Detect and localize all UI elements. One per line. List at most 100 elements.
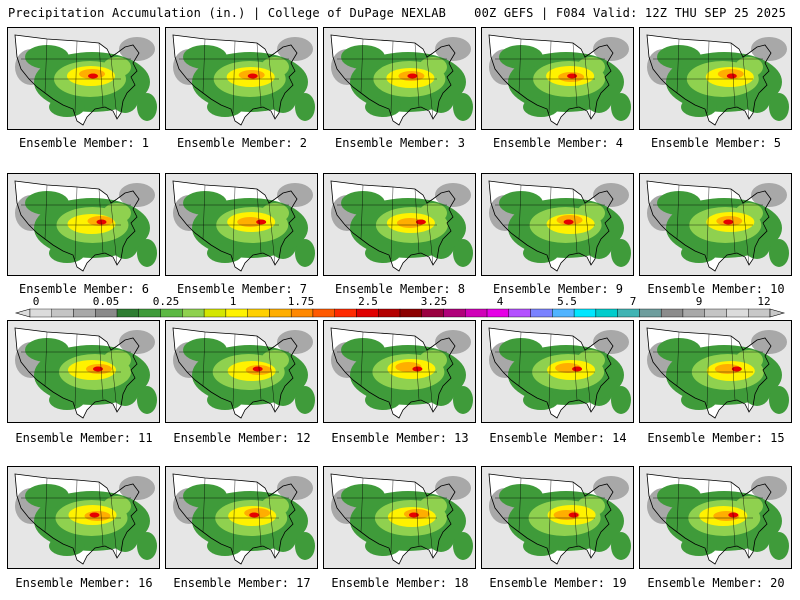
state-borders bbox=[337, 38, 447, 120]
colorbar-segment bbox=[356, 308, 379, 318]
panel-frame bbox=[7, 173, 160, 276]
very-heavy-precip bbox=[396, 218, 423, 228]
state-border-line bbox=[268, 56, 276, 120]
precip-field bbox=[15, 330, 157, 414]
ensemble-member-panel bbox=[481, 173, 634, 276]
coastline-border bbox=[14, 327, 140, 419]
state-border-line bbox=[584, 202, 592, 266]
state-border-line bbox=[742, 202, 750, 266]
state-border-line bbox=[706, 40, 710, 114]
state-border-line bbox=[232, 479, 236, 553]
precip-map bbox=[7, 320, 160, 423]
trace-precip bbox=[751, 476, 787, 500]
member-caption: Ensemble Member: 1 bbox=[18, 136, 150, 150]
trace-precip bbox=[435, 330, 471, 354]
ensemble-member-panel bbox=[639, 320, 792, 423]
state-border-line bbox=[44, 331, 48, 387]
colorbar-segment bbox=[552, 308, 575, 318]
light-precip bbox=[453, 386, 473, 414]
colorbar-segment bbox=[29, 308, 52, 318]
precip-map bbox=[165, 320, 318, 423]
colorbar-segment bbox=[95, 308, 118, 318]
state-border-line bbox=[390, 40, 394, 114]
precip-map bbox=[323, 320, 476, 423]
colorbar-tick-label: 3.25 bbox=[421, 295, 448, 308]
light-precip bbox=[769, 386, 789, 414]
state-border-line bbox=[414, 42, 420, 108]
state-border-line bbox=[232, 186, 236, 260]
precip-map bbox=[481, 466, 634, 569]
state-border-line bbox=[202, 38, 206, 94]
light-precip bbox=[25, 484, 69, 508]
state-border-line bbox=[256, 42, 262, 108]
colorbar-graphic: 0 0.05 0.25 1 1.75 2.5 3.25 4 5.5 7 9 12 bbox=[14, 295, 786, 318]
state-border-line bbox=[44, 38, 48, 94]
state-border-line bbox=[548, 479, 552, 553]
state-border-line bbox=[98, 481, 104, 547]
state-border-line bbox=[676, 477, 680, 533]
state-border-line bbox=[572, 335, 578, 401]
colorbar-segment bbox=[312, 308, 335, 318]
trace-precip bbox=[119, 476, 155, 500]
trace-precip bbox=[751, 330, 787, 354]
colorbar-tick-label: 9 bbox=[696, 295, 703, 308]
ensemble-member-panel bbox=[165, 466, 318, 569]
extreme-precip bbox=[572, 366, 583, 372]
coastline-border bbox=[172, 180, 298, 272]
light-precip bbox=[499, 484, 543, 508]
state-border-line bbox=[584, 495, 592, 559]
extreme-precip bbox=[412, 366, 423, 372]
colorbar-tick-label: 4 bbox=[497, 295, 504, 308]
member-caption: Ensemble Member: 17 bbox=[173, 576, 311, 590]
colorbar-segment bbox=[726, 308, 749, 318]
light-precip bbox=[183, 484, 227, 508]
state-border-line bbox=[548, 333, 552, 407]
trace-precip bbox=[593, 183, 629, 207]
state-border-line bbox=[548, 186, 552, 260]
state-border-line bbox=[730, 42, 736, 108]
colorbar-segment bbox=[508, 308, 531, 318]
trace-precip bbox=[435, 476, 471, 500]
panel-frame bbox=[481, 27, 634, 130]
colorbar-segment bbox=[290, 308, 314, 318]
member-caption: Ensemble Member: 20 bbox=[647, 576, 785, 590]
member-caption: Ensemble Member: 18 bbox=[331, 576, 469, 590]
light-precip bbox=[25, 191, 69, 215]
state-borders bbox=[495, 184, 605, 266]
light-precip bbox=[657, 338, 701, 362]
state-border-line bbox=[518, 184, 522, 240]
light-precip bbox=[341, 191, 385, 215]
colorbar-segment bbox=[247, 308, 270, 318]
ensemble-member-panel bbox=[323, 466, 476, 569]
coastline-border bbox=[330, 34, 456, 126]
member-caption: Ensemble Member: 10 bbox=[647, 282, 785, 296]
extreme-precip bbox=[723, 219, 734, 225]
precip-map bbox=[323, 27, 476, 130]
state-borders bbox=[21, 38, 131, 120]
light-precip bbox=[295, 386, 315, 414]
extreme-precip bbox=[407, 73, 418, 79]
state-border-line bbox=[730, 481, 736, 547]
ensemble-member-panel bbox=[7, 173, 160, 276]
map-title: Precipitation Accumulation (in.) | Colle… bbox=[8, 6, 447, 20]
precip-field bbox=[647, 330, 789, 414]
light-precip bbox=[769, 532, 789, 560]
panel-frame bbox=[481, 173, 634, 276]
ensemble-member-panel bbox=[481, 466, 634, 569]
state-border-line bbox=[518, 331, 522, 387]
state-border-line bbox=[360, 477, 364, 533]
state-border-line bbox=[706, 479, 710, 553]
member-caption: Ensemble Member: 9 bbox=[492, 282, 624, 296]
state-border-line bbox=[98, 188, 104, 254]
colorbar-segment bbox=[182, 308, 205, 318]
extreme-precip bbox=[731, 366, 742, 372]
light-precip bbox=[657, 191, 701, 215]
light-precip bbox=[769, 239, 789, 267]
trace-precip bbox=[119, 330, 155, 354]
state-border-line bbox=[730, 335, 736, 401]
trace-precip bbox=[751, 183, 787, 207]
panel-frame bbox=[165, 466, 318, 569]
light-precip bbox=[611, 532, 631, 560]
trace-precip bbox=[751, 37, 787, 61]
light-precip bbox=[611, 239, 631, 267]
